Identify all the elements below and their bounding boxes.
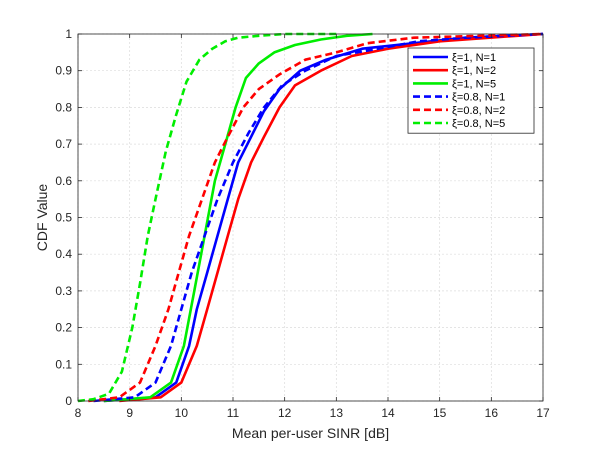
x-tick-label: 15: [433, 406, 447, 420]
series-line-1: [103, 32, 544, 403]
legend-label-2: ξ=1, N=2: [452, 65, 496, 77]
y-tick-label: 0: [65, 394, 72, 408]
series-line-2: [119, 32, 544, 403]
y-tick-label: 0.2: [55, 321, 72, 335]
y-tick-label: 0.8: [55, 100, 72, 114]
y-tick-label: 0.5: [55, 211, 72, 225]
y-tick-label: 0.3: [55, 284, 72, 298]
x-tick-label: 8: [75, 406, 82, 420]
x-tick-label: 11: [227, 406, 240, 420]
y-tick-label: 0.7: [55, 137, 72, 151]
x-tick-label: 14: [381, 406, 395, 420]
series-lines: [77, 32, 544, 403]
x-tick-label: 17: [536, 406, 550, 420]
y-tick-label: 0.9: [55, 64, 72, 78]
legend-label-6: ξ=0.8, N=5: [452, 118, 505, 130]
y-tick-label: 0.6: [55, 174, 72, 188]
legend-label-1: ξ=1, N=1: [452, 52, 496, 64]
legend-label-4: ξ=0.8, N=1: [452, 92, 505, 104]
x-tick-label: 12: [278, 406, 292, 420]
axis-ticks: 8 9 10 11 12 13 14 15 16 17 0 0.1 0.2 0.3 0.4 0.5 0.6 0.7…: [55, 27, 550, 420]
series-line-4: [93, 32, 544, 403]
y-tick-label: 0.4: [55, 247, 72, 261]
y-tick-label: 1: [65, 27, 72, 41]
legend: ξ=1, N=1ξ=1, N=2ξ=1, N=5ξ=0.8, N=1ξ=0.8,…: [407, 47, 535, 134]
series-line-3: [103, 32, 373, 403]
x-tick-label: 13: [330, 406, 344, 420]
x-tick-label: 9: [126, 406, 133, 420]
series-line-6: [77, 32, 337, 403]
x-tick-label: 16: [485, 406, 499, 420]
series-line-5: [88, 32, 544, 403]
y-axis-label: CDF Value: [34, 184, 50, 252]
x-tick-label: 10: [175, 406, 189, 420]
legend-label-5: ξ=0.8, N=2: [452, 105, 505, 117]
x-axis-label: Mean per-user SINR [dB]: [232, 425, 389, 441]
legend-box: [407, 47, 535, 134]
legend-label-3: ξ=1, N=5: [452, 78, 496, 90]
y-tick-label: 0.1: [55, 357, 72, 371]
